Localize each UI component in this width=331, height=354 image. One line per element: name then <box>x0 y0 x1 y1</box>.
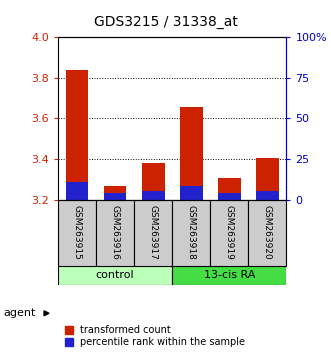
Bar <box>218 178 241 200</box>
Bar <box>58 266 172 285</box>
Text: control: control <box>96 270 134 280</box>
Text: GSM263917: GSM263917 <box>149 205 158 260</box>
Polygon shape <box>44 311 49 316</box>
Text: GSM263919: GSM263919 <box>225 205 234 260</box>
Bar <box>104 193 126 200</box>
Bar <box>142 190 165 200</box>
Bar <box>218 193 241 200</box>
Text: agent: agent <box>3 308 36 318</box>
Bar <box>210 200 248 266</box>
Text: GSM263916: GSM263916 <box>111 205 119 260</box>
Bar <box>58 200 96 266</box>
Text: GDS3215 / 31338_at: GDS3215 / 31338_at <box>94 15 237 29</box>
Legend: transformed count, percentile rank within the sample: transformed count, percentile rank withi… <box>63 323 247 349</box>
Bar <box>256 158 279 200</box>
Bar <box>180 107 203 200</box>
Text: GSM263915: GSM263915 <box>72 205 81 260</box>
Bar <box>66 70 88 200</box>
Bar <box>256 190 279 200</box>
Bar <box>172 266 286 285</box>
Text: GSM263918: GSM263918 <box>187 205 196 260</box>
Bar <box>96 200 134 266</box>
Text: 13-cis RA: 13-cis RA <box>204 270 255 280</box>
Bar <box>104 185 126 200</box>
Bar <box>142 163 165 200</box>
Text: GSM263920: GSM263920 <box>263 205 272 260</box>
Bar <box>180 185 203 200</box>
Bar <box>134 200 172 266</box>
Bar <box>66 182 88 200</box>
Bar <box>172 200 210 266</box>
Bar <box>248 200 286 266</box>
